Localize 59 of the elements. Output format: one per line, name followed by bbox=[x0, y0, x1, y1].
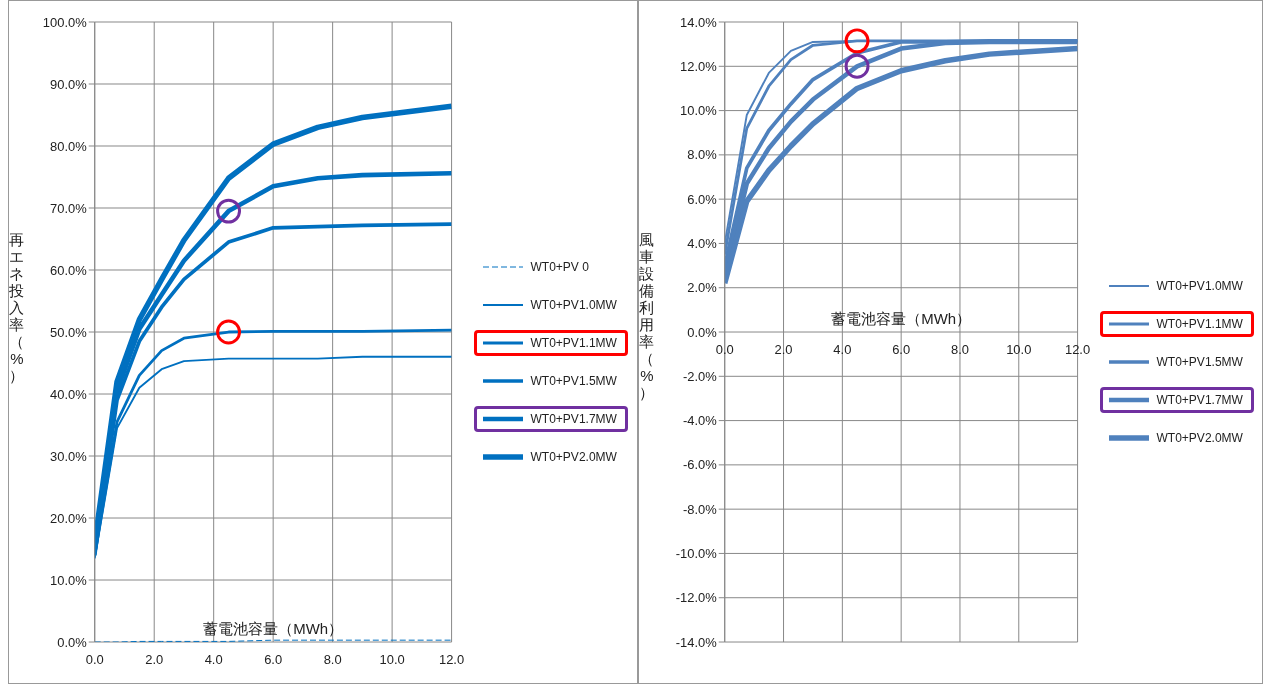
y-tick-label: 10.0% bbox=[50, 572, 88, 588]
x-tick-label: 0.0 bbox=[715, 341, 734, 357]
x-tick-label: 12.0 bbox=[438, 651, 465, 667]
y-tick-label: -2.0% bbox=[682, 368, 718, 384]
y-tick-label: -10.0% bbox=[675, 546, 718, 562]
rectangle-outline: WT0+PV1.1MW bbox=[1099, 311, 1254, 337]
legend-label: WT0+PV1.1MW bbox=[1156, 317, 1243, 331]
legend-label: WT0+PV1.7MW bbox=[530, 412, 617, 426]
x-tick-label: 0.0 bbox=[85, 651, 104, 667]
y-tick-label: -4.0% bbox=[682, 413, 718, 429]
y-tick-label: 10.0% bbox=[680, 103, 718, 119]
x-axis-title: 蓄電池容量（MWh） bbox=[831, 310, 972, 328]
legend-label: WT0+PV 0 bbox=[530, 260, 589, 274]
y-tick-label: 80.0% bbox=[50, 138, 88, 154]
legend-label: WT0+PV1.5MW bbox=[1156, 355, 1243, 369]
x-tick-label: 8.0 bbox=[323, 651, 342, 667]
y-tick-label: 30.0% bbox=[50, 448, 88, 464]
y-tick-label: -6.0% bbox=[682, 457, 718, 473]
legend-label: WT0+PV2.0MW bbox=[1156, 431, 1243, 445]
legend-label: WT0+PV1.7MW bbox=[1156, 393, 1243, 407]
y-tick-label: 50.0% bbox=[50, 324, 88, 340]
y-tick-label: 20.0% bbox=[50, 510, 88, 526]
x-tick-label: 4.0 bbox=[204, 651, 223, 667]
legend-label: WT0+PV1.1MW bbox=[530, 336, 617, 350]
y-tick-label: 100.0% bbox=[42, 14, 88, 30]
rectangle-outline: WT0+PV1.7MW bbox=[1099, 387, 1254, 413]
rectangle-outline: WT0+PV1.1MW bbox=[473, 330, 628, 356]
x-tick-label: 10.0 bbox=[1006, 341, 1032, 357]
legend-label: WT0+PV1.5MW bbox=[530, 374, 617, 388]
text: 風車設備利用率（%） bbox=[639, 231, 655, 401]
x-tick-label: 8.0 bbox=[950, 341, 969, 357]
x-tick-label: 2.0 bbox=[774, 341, 793, 357]
x-tick-label: 4.0 bbox=[833, 341, 852, 357]
y-tick-label: 2.0% bbox=[687, 280, 718, 296]
x-tick-label: 6.0 bbox=[892, 341, 911, 357]
y-tick-label: -12.0% bbox=[675, 590, 718, 606]
y-tick-label: 40.0% bbox=[50, 386, 88, 402]
x-axis-title: 蓄電池容量（MWh） bbox=[203, 620, 344, 638]
legend-label: WT0+PV1.0MW bbox=[1156, 279, 1243, 293]
y-tick-label: 70.0% bbox=[50, 200, 88, 216]
x-tick-label: 12.0 bbox=[1065, 341, 1091, 357]
y-tick-label: 14.0% bbox=[680, 14, 718, 30]
y-tick-label: 90.0% bbox=[50, 76, 88, 92]
x-tick-label: 6.0 bbox=[264, 651, 283, 667]
y-tick-label: -8.0% bbox=[682, 501, 718, 517]
text: 再エネ投入率（%） bbox=[9, 231, 25, 384]
y-tick-label: 4.0% bbox=[687, 236, 718, 252]
legend-label: WT0+PV1.0MW bbox=[530, 298, 617, 312]
y-tick-label: 8.0% bbox=[687, 147, 718, 163]
y-tick-label: 60.0% bbox=[50, 262, 88, 278]
rectangle-outline: WT0+PV1.7MW bbox=[473, 406, 628, 432]
x-tick-label: 2.0 bbox=[145, 651, 164, 667]
y-tick-label: 6.0% bbox=[687, 191, 718, 207]
y-tick-label: -14.0% bbox=[675, 634, 718, 650]
y-tick-label: 12.0% bbox=[680, 58, 718, 74]
y-tick-label: 0.0% bbox=[57, 634, 88, 650]
x-tick-label: 10.0 bbox=[379, 651, 405, 667]
legend-label: WT0+PV2.0MW bbox=[530, 450, 617, 464]
y-tick-label: 0.0% bbox=[687, 324, 718, 340]
